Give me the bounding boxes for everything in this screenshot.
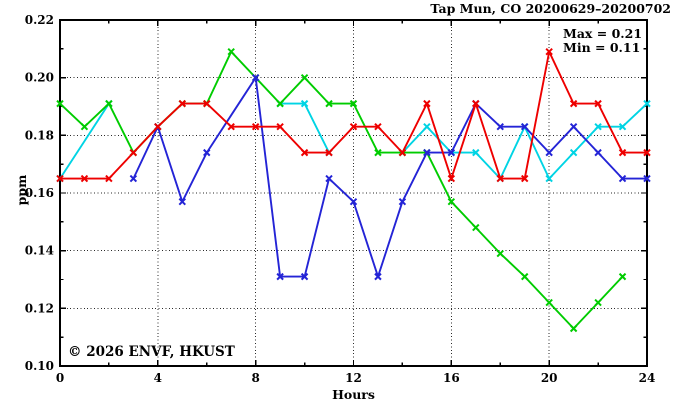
data-point-marker bbox=[203, 148, 211, 157]
data-point-marker bbox=[545, 298, 553, 307]
data-point-marker bbox=[178, 99, 186, 108]
data-point-marker bbox=[300, 73, 309, 82]
chart-title: Tap Mun, CO 20200629–20200702 bbox=[430, 1, 671, 16]
max-annotation: Max = 0.21 bbox=[563, 26, 642, 41]
data-point-marker bbox=[80, 174, 89, 183]
data-point-marker bbox=[251, 73, 260, 82]
data-point-marker bbox=[569, 99, 578, 108]
data-point-marker bbox=[129, 174, 138, 183]
watermark: © 2026 ENVF, HKUST bbox=[68, 344, 235, 360]
data-point-marker bbox=[300, 99, 309, 108]
data-point-marker bbox=[227, 48, 235, 56]
data-point-marker bbox=[594, 122, 602, 131]
x-tick-label: 24 bbox=[639, 371, 656, 385]
data-point-marker bbox=[423, 122, 431, 131]
data-point-marker bbox=[349, 99, 358, 108]
data-point-marker bbox=[105, 174, 113, 183]
data-point-marker bbox=[594, 148, 602, 157]
series-line-blue bbox=[132, 76, 647, 278]
data-point-marker bbox=[325, 174, 333, 183]
x-tick-label: 4 bbox=[154, 371, 162, 385]
y-tick-label: 0.10 bbox=[25, 359, 54, 373]
data-point-marker bbox=[496, 249, 504, 258]
data-point-marker bbox=[521, 174, 529, 183]
data-point-marker bbox=[618, 122, 627, 131]
data-point-marker bbox=[594, 298, 602, 307]
data-point-marker bbox=[643, 148, 651, 157]
axis-ticks bbox=[59, 19, 648, 367]
data-point-marker bbox=[325, 148, 333, 157]
data-point-marker bbox=[423, 99, 431, 108]
data-point-marker bbox=[178, 197, 186, 206]
data-point-marker bbox=[569, 148, 578, 157]
data-point-marker bbox=[276, 99, 284, 108]
y-tick-label: 0.16 bbox=[25, 186, 54, 200]
y-tick-label: 0.18 bbox=[25, 128, 54, 142]
data-point-marker bbox=[300, 148, 309, 157]
x-tick-label: 16 bbox=[443, 371, 460, 385]
x-tick-label: 0 bbox=[56, 371, 64, 385]
data-point-marker bbox=[496, 122, 504, 131]
data-point-marker bbox=[472, 148, 480, 157]
data-point-marker bbox=[398, 148, 407, 157]
data-point-marker bbox=[545, 48, 553, 56]
data-point-marker bbox=[569, 324, 578, 333]
data-point-marker bbox=[276, 122, 284, 131]
data-point-marker bbox=[618, 148, 627, 157]
data-point-marker bbox=[129, 148, 138, 157]
data-point-marker bbox=[56, 174, 64, 183]
data-point-marker bbox=[472, 99, 480, 108]
data-point-marker bbox=[643, 99, 651, 108]
data-point-marker bbox=[594, 99, 602, 108]
data-point-marker bbox=[374, 148, 382, 157]
data-point-marker bbox=[545, 148, 553, 157]
data-point-marker bbox=[154, 122, 162, 131]
data-point-marker bbox=[447, 197, 456, 206]
data-point-marker bbox=[618, 272, 627, 281]
data-point-marker bbox=[105, 99, 113, 108]
series-red bbox=[56, 48, 651, 183]
data-point-marker bbox=[423, 148, 431, 157]
data-point-marker bbox=[80, 122, 89, 131]
data-point-marker bbox=[643, 174, 651, 183]
data-point-marker bbox=[521, 272, 529, 281]
y-tick-label: 0.14 bbox=[25, 244, 54, 258]
data-point-marker bbox=[276, 272, 284, 281]
data-point-marker bbox=[374, 122, 382, 131]
data-point-marker bbox=[496, 174, 504, 183]
x-tick-label: 20 bbox=[541, 371, 558, 385]
data-point-marker bbox=[300, 272, 309, 281]
x-axis-label: Hours bbox=[332, 387, 375, 402]
data-point-marker bbox=[349, 122, 358, 131]
data-point-marker bbox=[398, 197, 407, 206]
data-point-marker bbox=[545, 174, 553, 183]
y-tick-label: 0.12 bbox=[25, 301, 54, 315]
data-point-marker bbox=[447, 148, 456, 157]
data-point-marker bbox=[325, 99, 333, 108]
y-axis-label: ppm bbox=[14, 175, 29, 206]
data-point-marker bbox=[521, 122, 529, 131]
min-annotation: Min = 0.11 bbox=[563, 40, 640, 55]
data-point-marker bbox=[203, 99, 211, 108]
data-point-marker bbox=[618, 174, 627, 183]
data-point-marker bbox=[374, 272, 382, 281]
data-point-marker bbox=[447, 174, 456, 183]
y-tick-label: 0.22 bbox=[25, 13, 54, 27]
data-point-marker bbox=[251, 122, 260, 131]
x-tick-label: 12 bbox=[345, 371, 362, 385]
x-tick-label: 8 bbox=[251, 371, 259, 385]
data-point-marker bbox=[56, 99, 64, 108]
data-point-marker bbox=[227, 122, 235, 131]
data-point-marker bbox=[472, 223, 480, 232]
data-point-marker bbox=[349, 197, 358, 206]
data-point-marker bbox=[569, 122, 578, 131]
y-tick-label: 0.20 bbox=[25, 71, 54, 85]
